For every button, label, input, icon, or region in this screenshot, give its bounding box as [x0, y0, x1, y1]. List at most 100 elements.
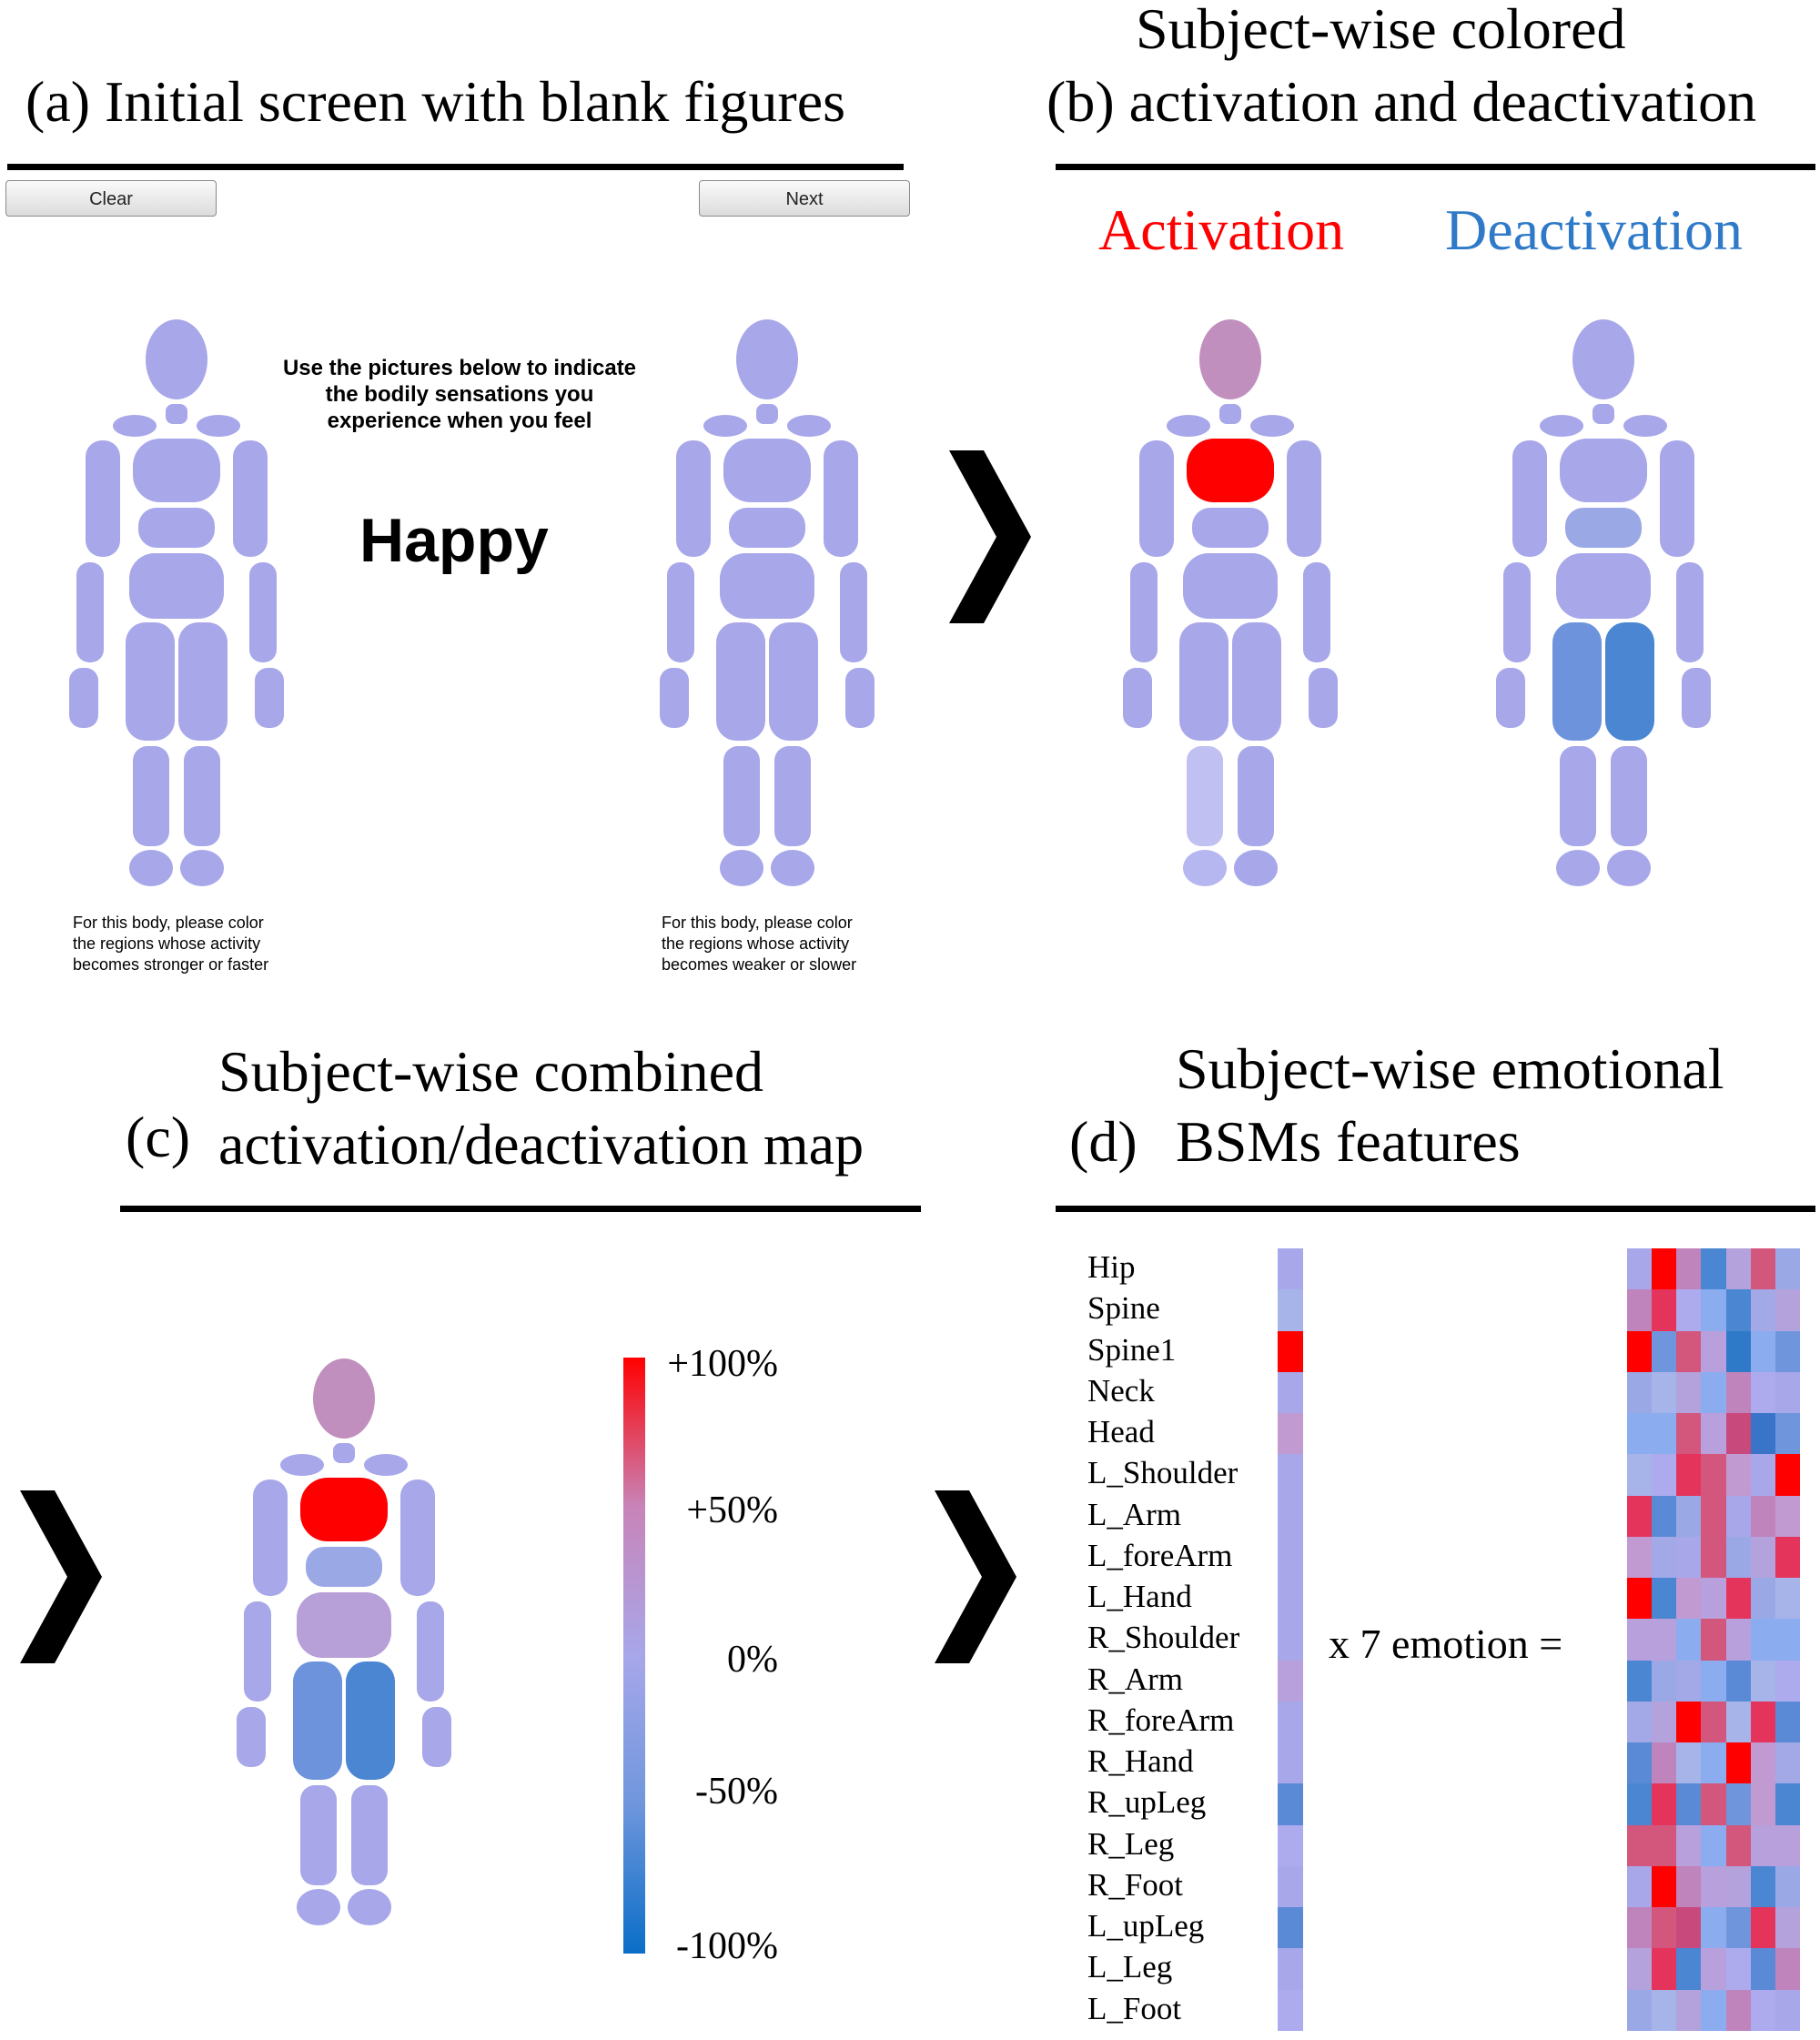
matrix-cell: [1652, 1289, 1677, 1331]
body-region-right-foot[interactable]: [771, 850, 814, 886]
matrix-cell: [1701, 1371, 1727, 1414]
region-label: L_Foot: [1087, 1990, 1182, 2026]
matrix-cell: [1627, 1578, 1653, 1620]
body-region-right-hand[interactable]: [255, 668, 284, 728]
left-note-line-2: the regions whose activity: [73, 934, 261, 953]
matrix-cell: [1627, 1989, 1653, 2032]
matrix-cell: [1701, 1495, 1727, 1538]
matrix-cell: [1676, 1907, 1702, 1949]
body-region-right-forearm[interactable]: [840, 562, 867, 662]
matrix-cell: [1652, 1783, 1677, 1826]
matrix-cell: [1750, 1454, 1776, 1497]
body-region-right-upper-arm: [400, 1480, 435, 1596]
matrix-cell: [1725, 1536, 1752, 1579]
body-region-chest[interactable]: [723, 439, 811, 502]
body-region-left-thigh[interactable]: [126, 622, 175, 741]
next-button[interactable]: Next: [699, 180, 910, 217]
matrix-cell: [1750, 1330, 1776, 1373]
body-region-left-forearm[interactable]: [667, 562, 694, 662]
matrix-cell: [1627, 1824, 1653, 1867]
body-region-left-shin[interactable]: [723, 746, 760, 846]
matrix-cell: [1627, 1330, 1653, 1373]
body-region-head[interactable]: [146, 319, 207, 399]
body-figure-deactivation-blank[interactable]: [658, 318, 876, 892]
feature-cell: [1278, 1989, 1303, 2032]
body-region-left-hand: [1123, 668, 1152, 728]
matrix-cell: [1627, 1948, 1653, 1991]
body-region-left-upper-arm[interactable]: [86, 440, 120, 557]
region-label: L_Leg: [1087, 1949, 1173, 1985]
matrix-cell: [1750, 1495, 1776, 1538]
matrix-cell: [1750, 1289, 1776, 1331]
body-region-abdomen[interactable]: [729, 508, 805, 548]
matrix-cell: [1750, 1619, 1776, 1661]
body-region-right-shoulder[interactable]: [787, 415, 831, 437]
colorbar-tick-label: -50%: [695, 1771, 778, 1813]
body-region-neck[interactable]: [166, 404, 187, 424]
body-region-left-foot[interactable]: [129, 850, 173, 886]
matrix-cell: [1701, 1701, 1727, 1743]
matrix-cell: [1774, 1495, 1801, 1538]
body-region-left-shoulder[interactable]: [703, 415, 747, 437]
matrix-cell: [1676, 1865, 1702, 1908]
body-region-head[interactable]: [736, 319, 798, 399]
matrix-cell: [1725, 1824, 1752, 1867]
body-region-right-thigh[interactable]: [769, 622, 818, 741]
body-region-right-upper-arm[interactable]: [824, 440, 858, 557]
clear-button[interactable]: Clear: [5, 180, 217, 217]
matrix-cell: [1701, 1578, 1727, 1620]
body-region-left-shin: [1187, 746, 1223, 846]
body-region-left-forearm[interactable]: [76, 562, 104, 662]
body-region-right-foot: [348, 1889, 391, 1925]
body-region-left-foot: [1183, 850, 1227, 886]
body-region-right-shoulder[interactable]: [197, 415, 240, 437]
body-region-right-forearm[interactable]: [249, 562, 277, 662]
body-region-right-thigh: [1232, 622, 1281, 741]
body-region-left-shin[interactable]: [133, 746, 169, 846]
matrix-cell: [1750, 1701, 1776, 1743]
colorbar-tick-label: -100%: [676, 1925, 778, 1967]
matrix-cell: [1701, 1619, 1727, 1661]
body-region-left-upper-arm[interactable]: [676, 440, 711, 557]
body-region-right-shin[interactable]: [184, 746, 220, 846]
body-region-hip[interactable]: [129, 553, 224, 619]
body-region-left-foot[interactable]: [720, 850, 763, 886]
body-region-right-thigh[interactable]: [178, 622, 228, 741]
matrix-cell: [1701, 1536, 1727, 1579]
body-figure-activation-blank[interactable]: [67, 318, 286, 892]
body-region-neck: [1219, 404, 1241, 424]
matrix-cell: [1652, 1824, 1677, 1867]
body-region-left-shoulder[interactable]: [113, 415, 157, 437]
body-region-left-thigh[interactable]: [716, 622, 765, 741]
body-region-hip[interactable]: [720, 553, 814, 619]
matrix-cell: [1652, 1865, 1677, 1908]
emotion-word: Happy: [359, 506, 549, 575]
body-region-neck: [1592, 404, 1614, 424]
body-region-left-upper-arm: [253, 1480, 288, 1596]
matrix-cell: [1627, 1536, 1653, 1579]
body-region-hip: [1183, 553, 1278, 619]
body-region-left-hand[interactable]: [69, 668, 98, 728]
body-region-right-shin[interactable]: [774, 746, 811, 846]
matrix-cell: [1676, 1948, 1702, 1991]
matrix-cell: [1701, 1248, 1727, 1290]
body-region-chest[interactable]: [133, 439, 220, 502]
body-region-left-hand[interactable]: [660, 668, 689, 728]
matrix-cell: [1701, 1824, 1727, 1867]
body-region-right-hand[interactable]: [845, 668, 875, 728]
body-region-right-forearm: [1303, 562, 1330, 662]
matrix-cell: [1676, 1824, 1702, 1867]
body-region-abdomen[interactable]: [138, 508, 215, 548]
matrix-cell: [1774, 1454, 1801, 1497]
body-region-neck[interactable]: [756, 404, 778, 424]
matrix-cell: [1774, 1330, 1801, 1373]
body-figure-deactivation-colored: [1494, 318, 1713, 892]
feature-cell: [1278, 1371, 1303, 1414]
body-region-right-upper-arm[interactable]: [233, 440, 268, 557]
panel-b-title-line1: Subject-wise colored: [1136, 0, 1626, 61]
matrix-cell: [1750, 1660, 1776, 1702]
matrix-cell: [1725, 1413, 1752, 1455]
matrix-cell: [1774, 1536, 1801, 1579]
panel-d-rule: [1056, 1206, 1815, 1212]
body-region-right-foot[interactable]: [180, 850, 224, 886]
